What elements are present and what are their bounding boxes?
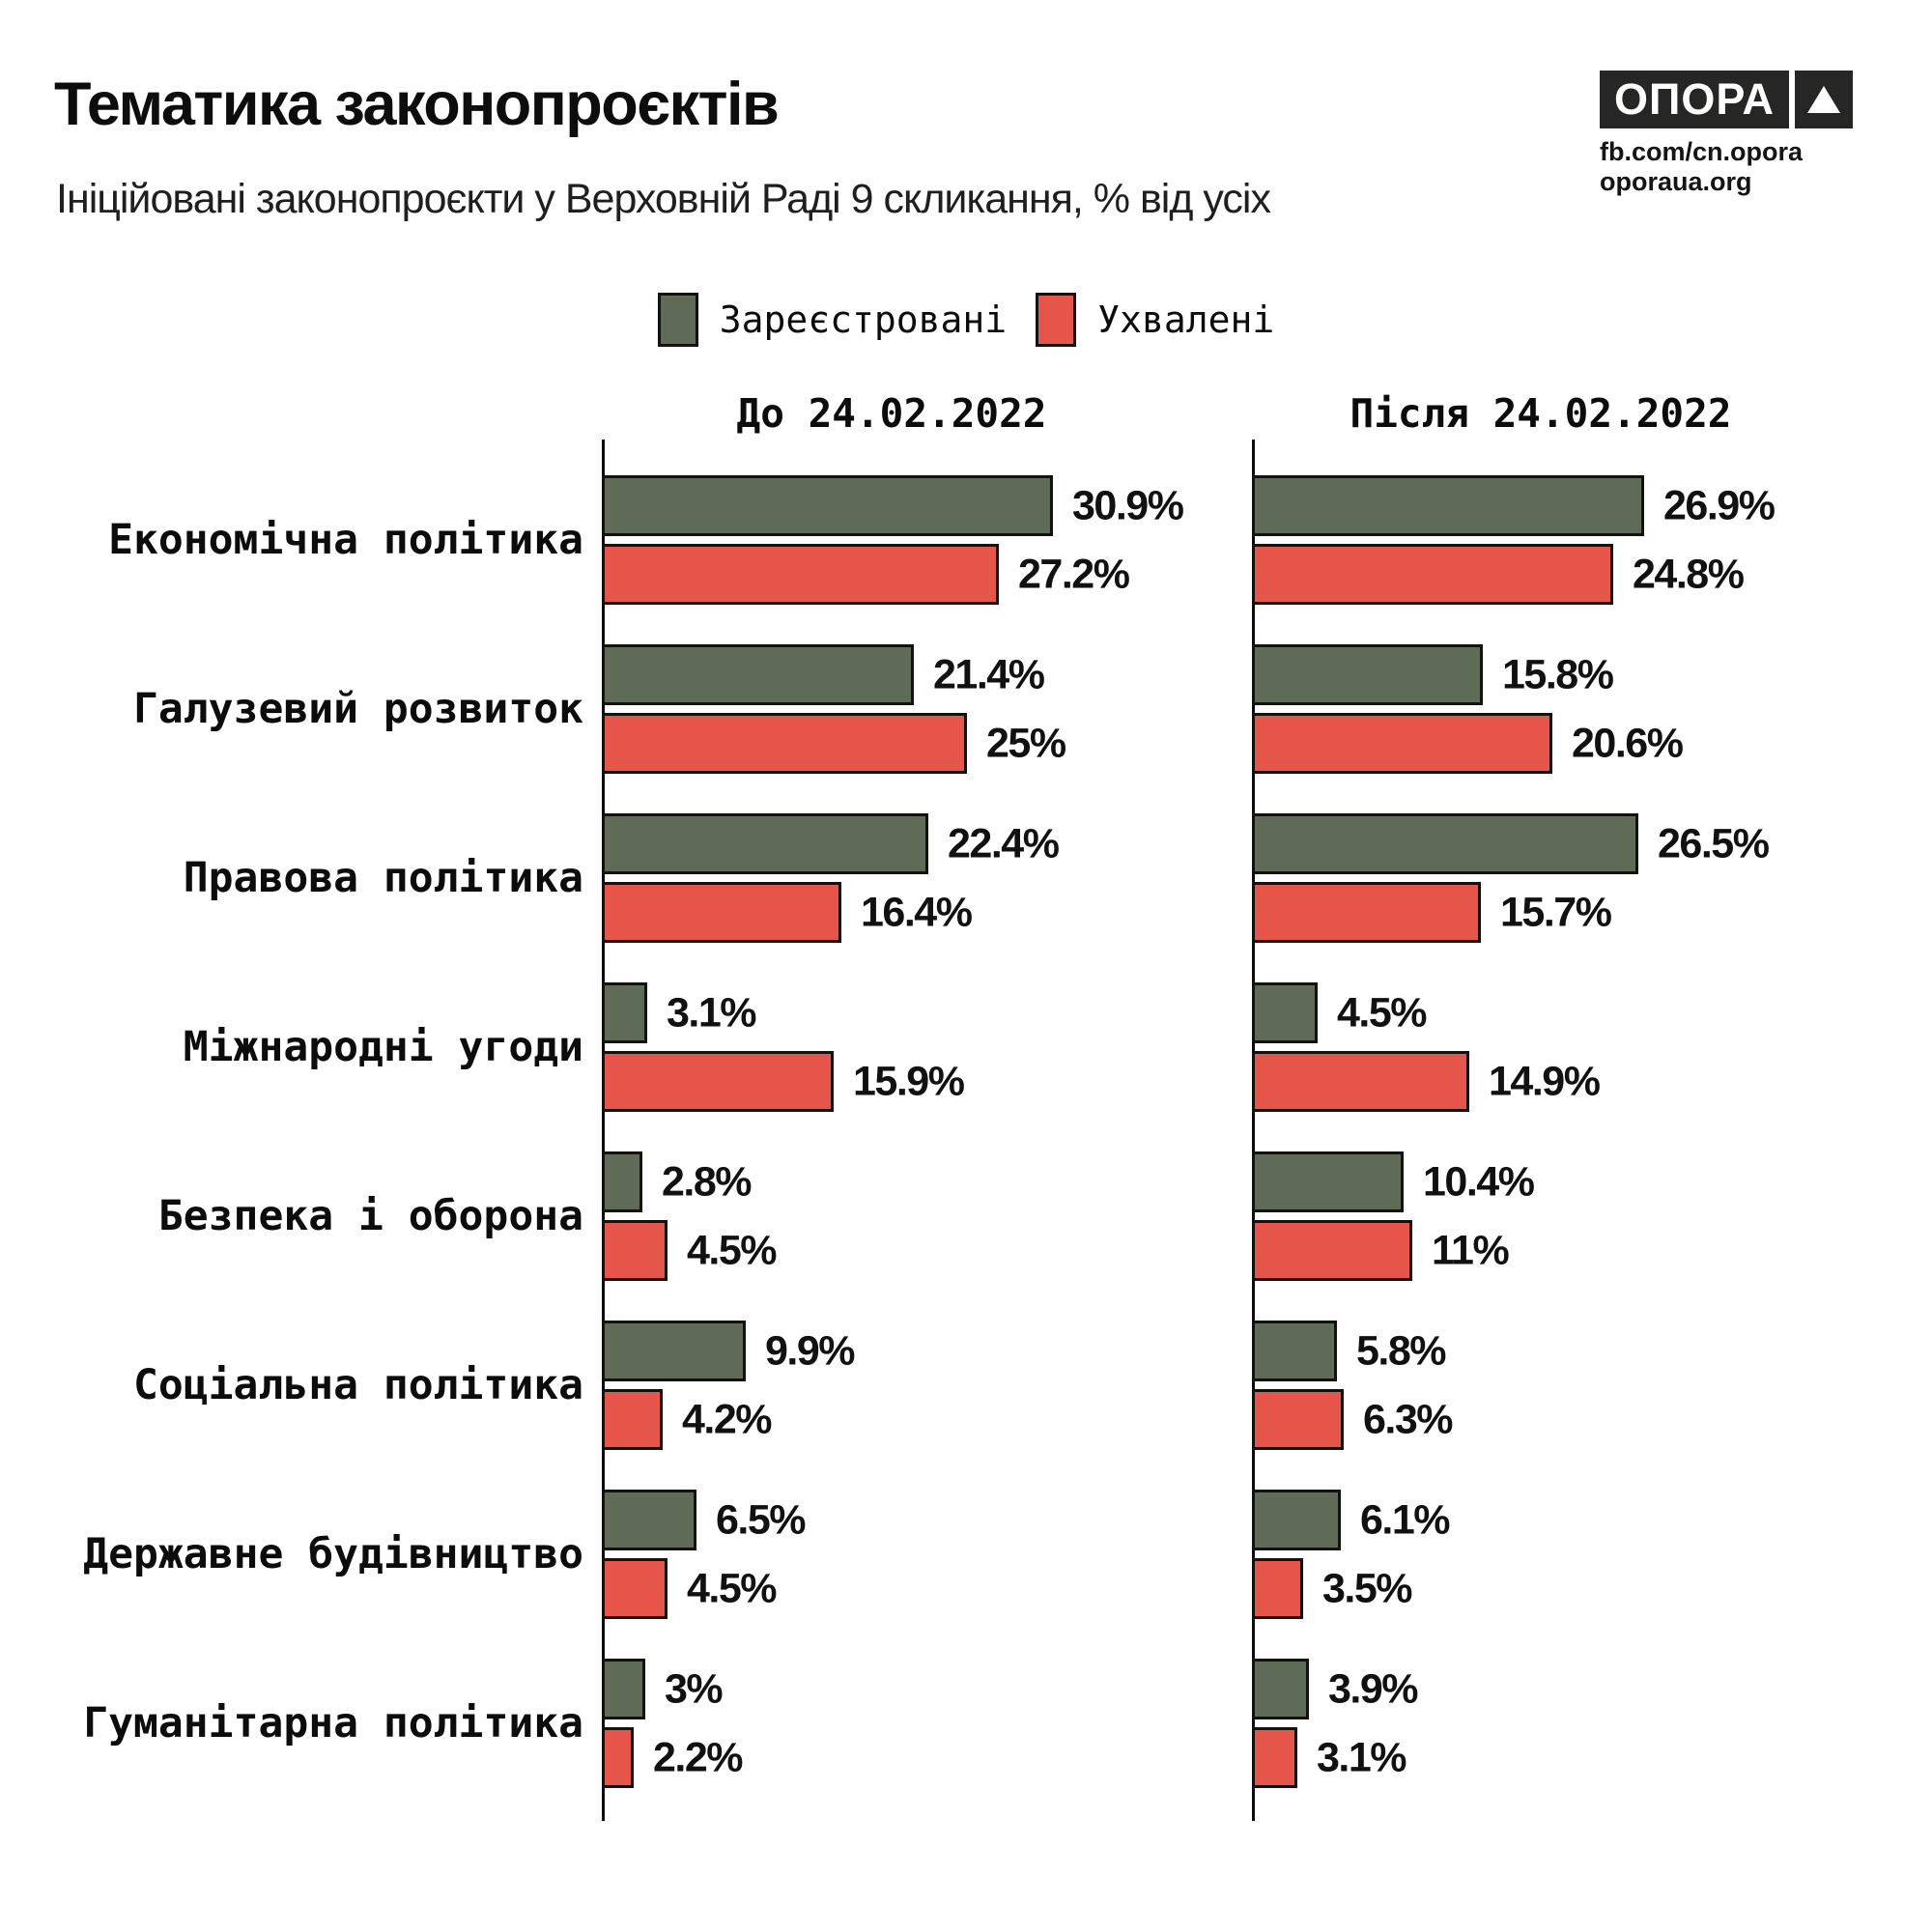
value-label: 2.2% <box>653 1734 744 1780</box>
value-label: 3.9% <box>1328 1665 1419 1712</box>
legend-item: Зареєстровані <box>657 293 1008 347</box>
chart-title: До 24.02.2022 <box>736 390 1047 437</box>
value-label: 4.5% <box>1337 989 1428 1036</box>
category-label: Безпека і оборона <box>157 1192 583 1240</box>
bar-registered <box>602 813 928 874</box>
value-label: 6.5% <box>716 1496 807 1543</box>
opora-logo-text: ОПОРА <box>1600 71 1789 128</box>
value-label: 4.2% <box>682 1396 773 1442</box>
value-label: 16.4% <box>861 889 973 935</box>
bar-adopted <box>1252 1727 1297 1788</box>
bar-adopted <box>1252 882 1481 943</box>
bar-adopted <box>602 1727 634 1788</box>
bar-registered <box>1252 1321 1337 1381</box>
value-label: 9.9% <box>765 1327 856 1374</box>
bar-adopted <box>602 1051 834 1112</box>
page-subtitle: Ініційовані законопроєкти у Верховній Ра… <box>56 176 1271 222</box>
bar-registered <box>602 1151 642 1212</box>
value-label: 15.7% <box>1500 889 1612 935</box>
category-label: Міжнародні угоди <box>183 1023 583 1071</box>
bar-registered <box>1252 644 1483 705</box>
bar-adopted <box>1252 1220 1412 1281</box>
value-label: 26.9% <box>1663 482 1776 528</box>
legend: Зареєстровані Ухвалені <box>0 293 1932 347</box>
value-label: 21.4% <box>933 651 1045 697</box>
bar-adopted <box>602 713 967 774</box>
bar-registered <box>1252 1490 1341 1550</box>
legend-swatch <box>657 293 698 347</box>
y-axis <box>1252 440 1255 1821</box>
bar-adopted <box>602 1558 668 1619</box>
bar-adopted <box>602 544 999 605</box>
value-label: 4.5% <box>687 1565 778 1611</box>
legend-item: Ухвалені <box>1036 293 1274 347</box>
category-label: Галузевий розвиток <box>133 685 583 733</box>
value-label: 3.1% <box>1317 1734 1407 1780</box>
bar-registered <box>602 982 647 1043</box>
value-label: 6.1% <box>1360 1496 1451 1543</box>
bar-registered <box>602 644 914 705</box>
value-label: 27.2% <box>1018 551 1130 597</box>
bar-registered <box>1252 813 1638 874</box>
bar-registered <box>602 1490 696 1550</box>
bar-adopted <box>1252 1389 1344 1450</box>
value-label: 2.8% <box>662 1158 753 1205</box>
bar-registered <box>1252 1151 1404 1212</box>
value-label: 25% <box>986 720 1066 766</box>
value-label: 6.3% <box>1363 1396 1454 1442</box>
brand-website-url: oporaua.org <box>1600 167 1752 196</box>
brand-block: ОПОРА fb.com/cn.opora oporaua.org <box>1600 71 1861 197</box>
value-label: 5.8% <box>1356 1327 1447 1374</box>
value-label: 15.9% <box>853 1058 965 1104</box>
category-label: Соціальна політика <box>133 1361 583 1409</box>
brand-links: fb.com/cn.opora oporaua.org <box>1600 137 1861 197</box>
bar-adopted <box>1252 1051 1469 1112</box>
bar-registered <box>1252 1659 1309 1719</box>
opora-logo: ОПОРА <box>1600 71 1861 128</box>
bar-registered <box>602 475 1053 536</box>
value-label: 4.5% <box>687 1227 778 1273</box>
value-label: 3.5% <box>1322 1565 1413 1611</box>
value-label: 11% <box>1432 1227 1510 1273</box>
value-label: 20.6% <box>1572 720 1684 766</box>
value-label: 15.8% <box>1502 651 1614 697</box>
value-label: 3% <box>665 1665 724 1712</box>
category-label: Правова політика <box>183 854 583 902</box>
triangle-icon <box>1807 86 1840 113</box>
value-label: 26.5% <box>1658 820 1770 867</box>
category-label: Економічна політика <box>108 516 583 564</box>
bar-adopted <box>1252 544 1613 605</box>
page-title: Тематика законопроєктів <box>54 71 780 138</box>
legend-swatch <box>1036 293 1077 347</box>
opora-triangle-icon <box>1795 71 1853 128</box>
value-label: 24.8% <box>1633 551 1745 597</box>
chart-title: Після 24.02.2022 <box>1350 390 1732 437</box>
category-label: Гуманітарна політика <box>83 1699 583 1747</box>
brand-facebook-url: fb.com/cn.opora <box>1600 137 1804 166</box>
y-axis <box>602 440 605 1821</box>
legend-label: Зареєстровані <box>719 298 1008 341</box>
bar-adopted <box>602 1220 668 1281</box>
bar-registered <box>602 1659 645 1719</box>
value-label: 10.4% <box>1423 1158 1535 1205</box>
bar-registered <box>1252 475 1644 536</box>
bar-adopted <box>602 882 841 943</box>
bar-registered <box>602 1321 746 1381</box>
value-label: 3.1% <box>667 989 757 1036</box>
bar-adopted <box>1252 713 1552 774</box>
value-label: 22.4% <box>948 820 1060 867</box>
legend-label: Ухвалені <box>1097 298 1275 341</box>
bar-adopted <box>602 1389 663 1450</box>
bar-adopted <box>1252 1558 1303 1619</box>
bar-registered <box>1252 982 1318 1043</box>
value-label: 30.9% <box>1072 482 1184 528</box>
category-label: Державне будівництво <box>83 1530 583 1578</box>
value-label: 14.9% <box>1489 1058 1601 1104</box>
